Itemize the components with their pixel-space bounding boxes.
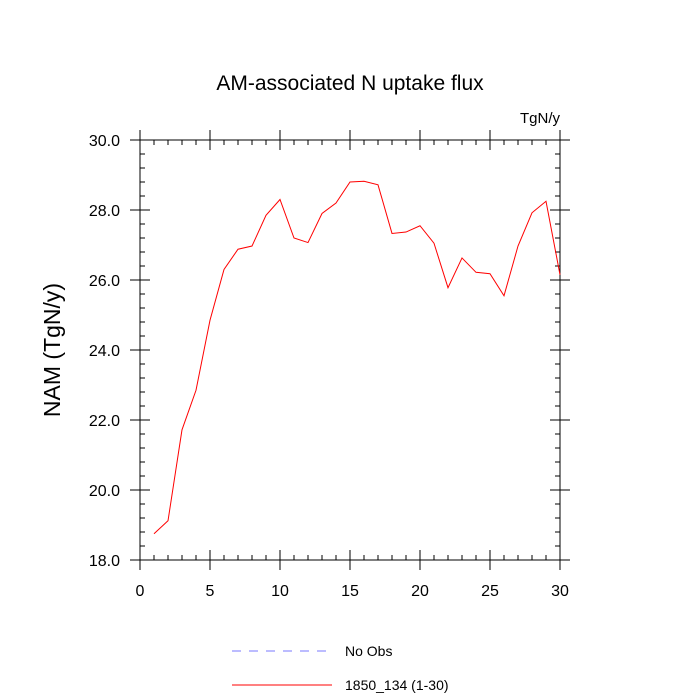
plot-area: 0 5 10 15 20 25 30 18.0 20.0 22.0 24.0 26.0 28.0 30.0 bbox=[89, 130, 570, 600]
series-line-1 bbox=[153, 180, 561, 535]
x-tick-label: 10 bbox=[271, 583, 289, 600]
y-tick-label: 26.0 bbox=[89, 273, 120, 290]
x-tick-label: 15 bbox=[341, 583, 359, 600]
legend: No Obs 1850_134 (1-30) bbox=[232, 643, 449, 693]
y-tick-label: 18.0 bbox=[89, 553, 120, 570]
y-tick-label: 28.0 bbox=[89, 203, 120, 220]
legend-label: No Obs bbox=[345, 643, 392, 659]
y-tick-label: 24.0 bbox=[89, 343, 120, 360]
x-tick-label: 5 bbox=[206, 583, 215, 600]
plot-frame bbox=[139, 139, 561, 561]
legend-item-1: 1850_134 (1-30) bbox=[232, 677, 449, 693]
x-tick-label: 0 bbox=[136, 583, 145, 600]
y-tick-label: 30.0 bbox=[89, 133, 120, 150]
units-label: TgN/y bbox=[520, 110, 561, 127]
x-tick-label: 20 bbox=[411, 583, 429, 600]
chart-title: AM-associated N uptake flux bbox=[216, 72, 484, 95]
legend-item-0: No Obs bbox=[232, 643, 392, 659]
y-tick-label: 22.0 bbox=[89, 413, 120, 430]
legend-label: 1850_134 (1-30) bbox=[345, 677, 449, 693]
y-tick-label: 20.0 bbox=[89, 483, 120, 500]
x-tick-label: 25 bbox=[481, 583, 499, 600]
x-tick-label: 30 bbox=[551, 583, 569, 600]
y-axis-label: NAM (TgN/y) bbox=[39, 283, 65, 417]
